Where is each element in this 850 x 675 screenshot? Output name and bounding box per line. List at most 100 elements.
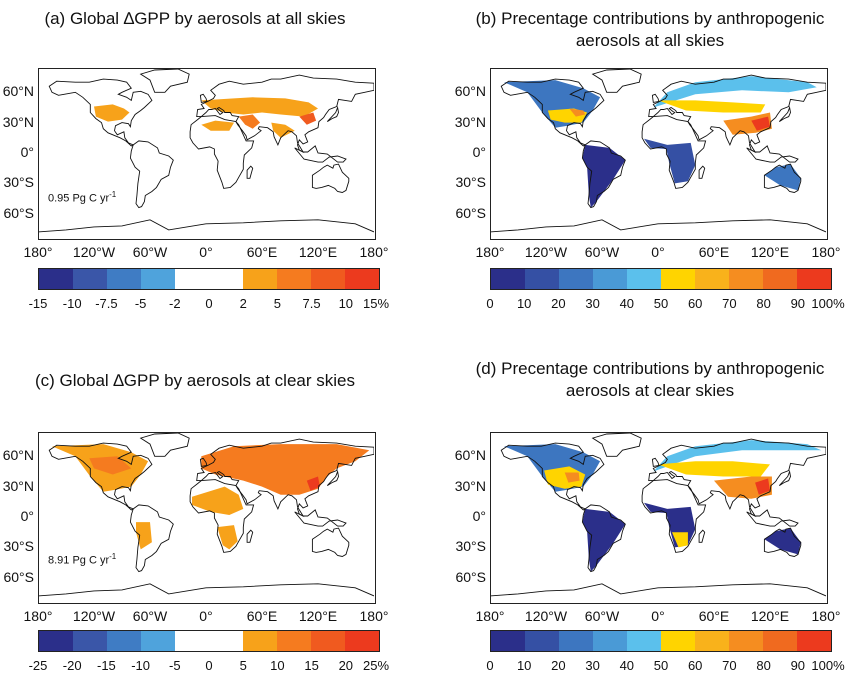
lat-tick-label: 30°S xyxy=(455,174,486,191)
colorbar-tick-label: 5 xyxy=(239,658,247,673)
colorbar-tick-label: 40 xyxy=(619,658,635,673)
land-southAmerica xyxy=(130,140,174,208)
colorbar-swatch xyxy=(729,631,763,651)
coastline-northAmerica xyxy=(500,78,605,147)
coastline-madagascar xyxy=(246,529,254,543)
colorbar-swatch xyxy=(491,631,525,651)
colorbar-tick-label: 7.5 xyxy=(302,296,321,311)
colorbar-tick-label: 2 xyxy=(239,296,247,311)
colorbar-swatch xyxy=(525,631,559,651)
colorbar-swatch xyxy=(141,631,175,651)
data-region-c-5 xyxy=(217,525,238,550)
data-region-c-4 xyxy=(192,486,244,515)
lat-tick-label: 30°N xyxy=(2,477,34,494)
colorbar-tick-label: 15 xyxy=(304,658,319,673)
lat-tick-label: 30°N xyxy=(454,113,486,130)
coastline-indonesia xyxy=(294,145,347,163)
coastline-southAmerica xyxy=(581,140,626,209)
colorbar-b xyxy=(490,268,832,290)
data-region-d-9 xyxy=(755,478,770,495)
colorbar-tick-label: -2 xyxy=(169,296,181,311)
lon-tick-label: 60°E xyxy=(698,608,730,624)
data-region-b-2 xyxy=(569,108,586,117)
lon-tick-label: 60°E xyxy=(698,244,730,260)
lon-tick-label: 180° xyxy=(475,608,505,624)
map-panel-d xyxy=(490,432,828,604)
coastline-antarctica xyxy=(38,583,374,597)
lon-tick-label: 120°W xyxy=(72,608,116,624)
land-eurasia xyxy=(648,439,826,516)
coastline-greenland xyxy=(591,432,642,457)
colorbar-tick-label: 50 xyxy=(653,296,669,311)
world-map-a xyxy=(38,68,374,233)
colorbar-swatch xyxy=(73,631,107,651)
lon-tick-label: 120°W xyxy=(524,244,568,260)
colorbar-tick-label: 0 xyxy=(205,658,213,673)
coastline-greenland xyxy=(591,68,642,93)
lon-tick-label: 60°W xyxy=(584,244,620,260)
coastline-britain xyxy=(199,93,208,103)
colorbar-tick-label: 60 xyxy=(687,296,703,311)
data-region-b-0 xyxy=(504,80,601,128)
land-indonesia xyxy=(746,509,798,527)
lat-tick-label: 60°S xyxy=(455,204,486,221)
coastline-australia xyxy=(311,527,350,557)
land-indonesia xyxy=(294,145,346,163)
lat-tick-label: 60°S xyxy=(3,204,34,221)
coastline-britain xyxy=(199,457,208,467)
map-panel-a xyxy=(38,68,376,240)
data-region-d-7 xyxy=(658,461,770,477)
coastline-japan xyxy=(778,105,791,122)
colorbar-swatch xyxy=(491,269,525,289)
coastline-eurasia xyxy=(196,438,374,518)
coastline-antarctica xyxy=(490,583,826,597)
colorbar-tick-label: 10 xyxy=(516,296,532,311)
land-greenland xyxy=(592,433,642,457)
colorbar-tick-label: -10 xyxy=(131,658,150,673)
panel-d-title: (d) Precentage contributions by anthropo… xyxy=(475,359,825,400)
lat-tick-label: 60°N xyxy=(2,447,34,464)
colorbar-swatch xyxy=(209,269,243,289)
lat-tick-label: 60°N xyxy=(454,447,486,464)
colorbar-swatch xyxy=(141,269,175,289)
lat-tick-label: 30°N xyxy=(454,477,486,494)
colorbar-tick-label: -25 xyxy=(28,658,48,673)
coastline-antarctica xyxy=(38,219,374,233)
coastline-indonesia xyxy=(294,509,347,527)
land-southAmerica xyxy=(130,504,174,572)
colorbar-swatch xyxy=(39,269,73,289)
lon-tick-label: 60°E xyxy=(246,608,278,624)
data-region-a-0 xyxy=(94,104,130,122)
world-map-d xyxy=(490,432,826,597)
coastline-eurasia xyxy=(196,74,374,154)
lon-tick-label: 60°W xyxy=(132,608,168,624)
colorbar-swatch xyxy=(175,269,209,289)
lat-tick-label: 0° xyxy=(20,508,34,524)
data-region-a-2 xyxy=(238,114,261,129)
colorbar-swatch xyxy=(175,631,209,651)
coastline-madagascar xyxy=(698,529,706,543)
data-region-b-8 xyxy=(751,116,770,131)
colorbar-tick-label: 30 xyxy=(585,658,600,673)
land-britain xyxy=(652,94,659,103)
colorbar-swatch xyxy=(763,631,797,651)
colorbar-tick-label: 30 xyxy=(585,296,600,311)
colorbar-tick-label: 25% xyxy=(362,658,390,673)
lon-tick-label: 120°E xyxy=(298,608,338,624)
lat-tick-label: 30°S xyxy=(3,538,34,555)
colorbar-swatch xyxy=(559,269,593,289)
colorbar-tick-label: -5 xyxy=(169,658,181,673)
lat-tick-label: 0° xyxy=(472,144,486,160)
colorbar-swatch xyxy=(243,631,277,651)
panel-c-title: (c) Global ∆GPP by aerosols at clear ski… xyxy=(35,371,355,390)
colorbar-d xyxy=(490,630,832,652)
lon-tick-label: 0° xyxy=(199,608,213,624)
world-map-c xyxy=(38,432,374,597)
colorbar-swatch xyxy=(107,631,141,651)
colorbar-swatch xyxy=(627,631,661,651)
data-region-a-3 xyxy=(299,112,317,125)
lon-tick-label: 60°W xyxy=(584,608,620,624)
land-greenland xyxy=(140,433,190,457)
colorbar-swatch xyxy=(345,269,379,289)
coastline-northAmerica xyxy=(48,442,153,511)
